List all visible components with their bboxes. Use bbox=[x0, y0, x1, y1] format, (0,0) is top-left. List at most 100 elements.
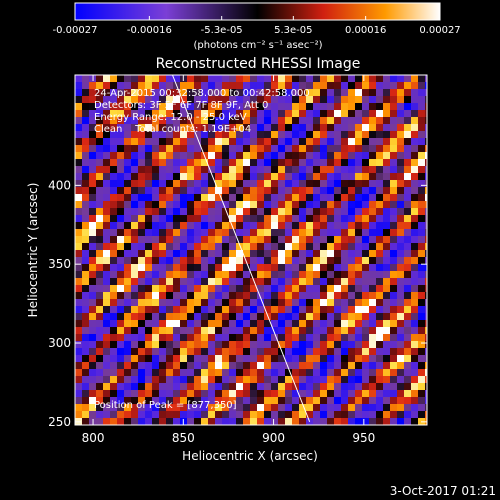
heatmap-cell bbox=[257, 173, 264, 180]
heatmap-cell bbox=[194, 152, 201, 159]
heatmap-cell bbox=[355, 285, 362, 292]
heatmap-cell bbox=[313, 278, 320, 285]
heatmap-cell bbox=[271, 166, 278, 173]
heatmap-cell bbox=[173, 173, 180, 180]
heatmap-cell bbox=[89, 208, 96, 215]
heatmap-cell bbox=[299, 278, 306, 285]
heatmap-cell bbox=[201, 334, 208, 341]
heatmap-cell bbox=[229, 404, 236, 411]
heatmap-cell bbox=[236, 243, 243, 250]
colorbar-tick-label: 5.3e-05 bbox=[274, 25, 312, 36]
heatmap-cell bbox=[425, 250, 427, 257]
heatmap-cell bbox=[348, 166, 355, 173]
heatmap-cell bbox=[124, 404, 131, 411]
heatmap-cell bbox=[194, 96, 201, 103]
heatmap-cell bbox=[96, 404, 103, 411]
heatmap-cell bbox=[229, 362, 236, 369]
heatmap-cell bbox=[271, 320, 278, 327]
heatmap-cell bbox=[341, 292, 348, 299]
heatmap-cell bbox=[376, 194, 383, 201]
heatmap-cell bbox=[334, 299, 341, 306]
heatmap-cell bbox=[376, 355, 383, 362]
heatmap-cell bbox=[376, 96, 383, 103]
heatmap-cell bbox=[194, 299, 201, 306]
heatmap-cell bbox=[334, 383, 341, 390]
heatmap-cell bbox=[173, 411, 180, 418]
colorbar-tick-label: 0.00016 bbox=[345, 25, 386, 36]
heatmap-cell bbox=[117, 390, 124, 397]
heatmap-cell bbox=[75, 131, 82, 138]
heatmap-cell bbox=[278, 369, 285, 376]
heatmap-cell bbox=[159, 299, 166, 306]
heatmap-cell bbox=[180, 124, 187, 131]
heatmap-cell bbox=[404, 369, 411, 376]
heatmap-cell bbox=[306, 82, 313, 89]
heatmap-cell bbox=[159, 271, 166, 278]
heatmap-cell bbox=[89, 152, 96, 159]
heatmap-cell bbox=[89, 355, 96, 362]
heatmap-cell bbox=[117, 313, 124, 320]
heatmap-cell bbox=[411, 208, 418, 215]
heatmap-cell bbox=[390, 117, 397, 124]
heatmap-cell bbox=[355, 117, 362, 124]
heatmap-cell bbox=[194, 257, 201, 264]
heatmap-cell bbox=[250, 159, 257, 166]
heatmap-cell bbox=[138, 152, 145, 159]
heatmap-cell bbox=[264, 173, 271, 180]
heatmap-cell bbox=[194, 117, 201, 124]
heatmap-cell bbox=[152, 229, 159, 236]
heatmap-cell bbox=[285, 96, 292, 103]
heatmap-cell bbox=[320, 117, 327, 124]
heatmap-cell bbox=[201, 278, 208, 285]
heatmap-cell bbox=[208, 173, 215, 180]
heatmap-cell bbox=[138, 110, 145, 117]
heatmap-cell bbox=[236, 327, 243, 334]
heatmap-cell bbox=[425, 187, 427, 194]
heatmap-cell bbox=[425, 404, 427, 411]
heatmap-cell bbox=[103, 187, 110, 194]
heatmap-cell bbox=[173, 187, 180, 194]
heatmap-cell bbox=[229, 285, 236, 292]
heatmap-cell bbox=[425, 96, 427, 103]
heatmap-cell bbox=[397, 264, 404, 271]
heatmap-cell bbox=[110, 215, 117, 222]
heatmap-cell bbox=[103, 327, 110, 334]
heatmap-cell bbox=[292, 152, 299, 159]
heatmap-cell bbox=[152, 152, 159, 159]
heatmap-cell bbox=[292, 285, 299, 292]
heatmap-cell bbox=[75, 75, 82, 82]
heatmap-cell bbox=[166, 355, 173, 362]
heatmap-cell bbox=[411, 243, 418, 250]
heatmap-cell bbox=[138, 215, 145, 222]
heatmap-cell bbox=[75, 404, 82, 411]
heatmap-cell bbox=[306, 96, 313, 103]
heatmap-cell bbox=[229, 236, 236, 243]
heatmap-cell bbox=[362, 404, 369, 411]
heatmap-cell bbox=[327, 320, 334, 327]
heatmap-cell bbox=[369, 313, 376, 320]
heatmap-cell bbox=[306, 278, 313, 285]
heatmap-cell bbox=[418, 250, 425, 257]
heatmap-cell bbox=[131, 180, 138, 187]
heatmap-cell bbox=[138, 355, 145, 362]
heatmap-cell bbox=[404, 201, 411, 208]
heatmap-cell bbox=[152, 187, 159, 194]
heatmap-cell bbox=[166, 229, 173, 236]
heatmap-cell bbox=[320, 159, 327, 166]
heatmap-cell bbox=[369, 215, 376, 222]
heatmap-cell bbox=[124, 320, 131, 327]
heatmap-cell bbox=[96, 229, 103, 236]
heatmap-cell bbox=[166, 187, 173, 194]
heatmap-cell bbox=[250, 306, 257, 313]
heatmap-cell bbox=[383, 355, 390, 362]
heatmap-cell bbox=[376, 285, 383, 292]
heatmap-cell bbox=[208, 201, 215, 208]
heatmap-cell bbox=[229, 264, 236, 271]
heatmap-cell bbox=[278, 194, 285, 201]
heatmap-cell bbox=[236, 166, 243, 173]
heatmap-cell bbox=[236, 215, 243, 222]
heatmap-cell bbox=[124, 201, 131, 208]
heatmap-cell bbox=[404, 124, 411, 131]
heatmap-cell bbox=[264, 201, 271, 208]
heatmap-cell bbox=[103, 236, 110, 243]
